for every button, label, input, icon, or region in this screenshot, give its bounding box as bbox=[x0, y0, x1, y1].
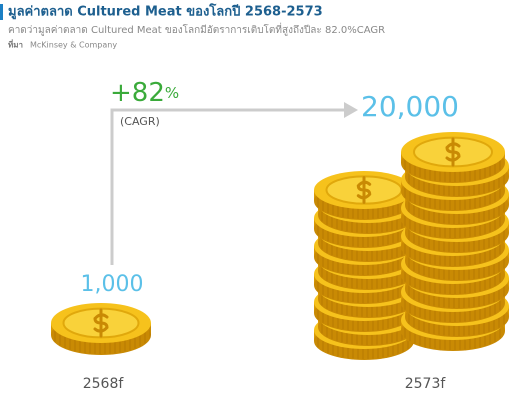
coins bbox=[51, 132, 509, 360]
arrow-head bbox=[344, 102, 358, 118]
year-label: 2573f bbox=[405, 376, 447, 392]
subtitle: คาดว่ามูลค่าตลาด Cultured Meat ของโลกมีอ… bbox=[8, 22, 385, 36]
dollar-icon bbox=[356, 176, 372, 204]
source-label: ที่มา bbox=[8, 39, 23, 50]
value-label: 20,000 bbox=[361, 90, 459, 123]
growth-value: +82% bbox=[110, 78, 179, 108]
title-accent bbox=[0, 4, 3, 20]
dollar-icon bbox=[93, 308, 109, 338]
source: McKinsey & Company bbox=[30, 41, 117, 50]
dollar-icon bbox=[445, 137, 461, 167]
title: มูลค่าตลาด Cultured Meat ของโลกปี 2568-2… bbox=[8, 3, 323, 20]
value-label: 1,000 bbox=[81, 272, 144, 297]
growth-arrow bbox=[110, 108, 348, 265]
year-label: 2568f bbox=[83, 376, 125, 392]
growth-note: (CAGR) bbox=[120, 115, 160, 128]
